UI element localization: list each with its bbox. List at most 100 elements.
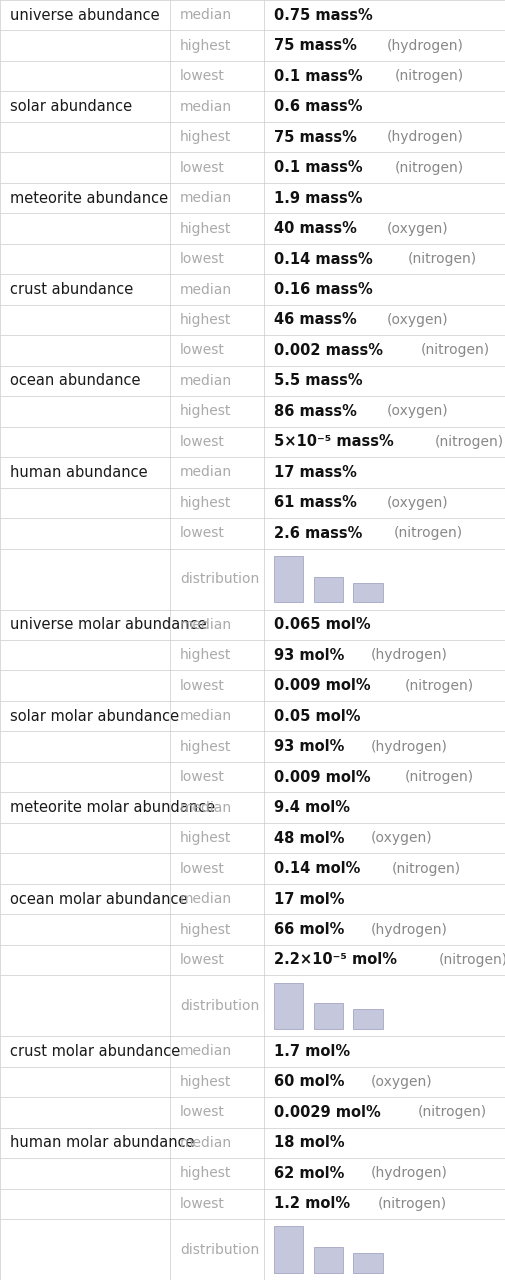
Text: 62 mol%: 62 mol% — [274, 1166, 344, 1181]
Text: 0.14 mol%: 0.14 mol% — [274, 861, 360, 876]
Text: median: median — [180, 191, 232, 205]
Text: median: median — [180, 800, 232, 814]
Text: (oxygen): (oxygen) — [386, 314, 447, 326]
Text: 0.009 mol%: 0.009 mol% — [274, 678, 370, 694]
Text: median: median — [180, 283, 232, 297]
Text: lowest: lowest — [180, 1197, 224, 1211]
Text: (nitrogen): (nitrogen) — [393, 160, 463, 174]
Text: 0.1 mass%: 0.1 mass% — [274, 69, 362, 83]
Text: universe abundance: universe abundance — [10, 8, 159, 23]
Text: lowest: lowest — [180, 69, 224, 83]
Text: lowest: lowest — [180, 954, 224, 966]
Text: median: median — [180, 892, 232, 906]
Text: highest: highest — [180, 923, 231, 937]
Text: (oxygen): (oxygen) — [370, 1075, 432, 1089]
Bar — [353, 582, 382, 602]
Text: 93 mol%: 93 mol% — [274, 648, 344, 663]
Text: crust abundance: crust abundance — [10, 282, 133, 297]
Text: highest: highest — [180, 1075, 231, 1089]
Text: 86 mass%: 86 mass% — [274, 404, 356, 419]
Text: lowest: lowest — [180, 861, 224, 876]
Text: highest: highest — [180, 38, 231, 52]
Text: (oxygen): (oxygen) — [386, 221, 447, 236]
Text: solar molar abundance: solar molar abundance — [10, 709, 179, 723]
Text: (nitrogen): (nitrogen) — [393, 69, 463, 83]
Text: 66 mol%: 66 mol% — [274, 922, 344, 937]
Text: 0.1 mass%: 0.1 mass% — [274, 160, 362, 175]
Bar — [313, 1247, 342, 1272]
Text: (nitrogen): (nitrogen) — [404, 678, 473, 692]
Bar — [313, 1004, 342, 1029]
Text: highest: highest — [180, 831, 231, 845]
Text: 1.9 mass%: 1.9 mass% — [274, 191, 362, 206]
Text: 61 mass%: 61 mass% — [274, 495, 356, 511]
Text: 17 mol%: 17 mol% — [274, 892, 344, 906]
Text: 93 mol%: 93 mol% — [274, 739, 344, 754]
Text: highest: highest — [180, 495, 231, 509]
Text: (nitrogen): (nitrogen) — [377, 1197, 446, 1211]
Text: distribution: distribution — [180, 572, 259, 586]
Text: highest: highest — [180, 404, 231, 419]
Text: (hydrogen): (hydrogen) — [370, 923, 447, 937]
Text: 0.002 mass%: 0.002 mass% — [274, 343, 382, 358]
Text: solar abundance: solar abundance — [10, 99, 132, 114]
Text: 0.16 mass%: 0.16 mass% — [274, 282, 372, 297]
Text: distribution: distribution — [180, 998, 259, 1012]
Text: 0.14 mass%: 0.14 mass% — [274, 252, 372, 266]
Text: 2.2×10⁻⁵ mol%: 2.2×10⁻⁵ mol% — [274, 952, 396, 968]
Text: 18 mol%: 18 mol% — [274, 1135, 344, 1151]
Text: distribution: distribution — [180, 1243, 259, 1257]
Text: 2.6 mass%: 2.6 mass% — [274, 526, 362, 541]
Text: human molar abundance: human molar abundance — [10, 1135, 194, 1151]
Text: median: median — [180, 1044, 232, 1059]
Text: (nitrogen): (nitrogen) — [407, 252, 476, 266]
Text: lowest: lowest — [180, 1106, 224, 1120]
Text: (nitrogen): (nitrogen) — [404, 771, 473, 785]
Text: 40 mass%: 40 mass% — [274, 221, 356, 236]
Text: (nitrogen): (nitrogen) — [438, 954, 505, 966]
Text: (oxygen): (oxygen) — [386, 495, 447, 509]
Text: highest: highest — [180, 740, 231, 754]
Text: 0.0029 mol%: 0.0029 mol% — [274, 1105, 380, 1120]
Text: lowest: lowest — [180, 343, 224, 357]
Text: 5×10⁻⁵ mass%: 5×10⁻⁵ mass% — [274, 434, 393, 449]
Text: (hydrogen): (hydrogen) — [370, 648, 447, 662]
Text: (nitrogen): (nitrogen) — [393, 526, 462, 540]
Text: median: median — [180, 466, 232, 480]
Text: median: median — [180, 1135, 232, 1149]
Text: 48 mol%: 48 mol% — [274, 831, 344, 846]
Text: 60 mol%: 60 mol% — [274, 1074, 344, 1089]
Text: (hydrogen): (hydrogen) — [386, 38, 463, 52]
Text: lowest: lowest — [180, 252, 224, 266]
Bar — [274, 1226, 303, 1272]
Text: lowest: lowest — [180, 678, 224, 692]
Text: median: median — [180, 100, 232, 114]
Bar — [353, 1010, 382, 1029]
Text: 75 mass%: 75 mass% — [274, 38, 356, 54]
Bar — [274, 983, 303, 1029]
Text: 0.75 mass%: 0.75 mass% — [274, 8, 372, 23]
Text: 0.6 mass%: 0.6 mass% — [274, 99, 362, 114]
Text: lowest: lowest — [180, 526, 224, 540]
Text: ocean molar abundance: ocean molar abundance — [10, 892, 187, 906]
Text: (nitrogen): (nitrogen) — [391, 861, 460, 876]
Text: 46 mass%: 46 mass% — [274, 312, 356, 328]
Text: 0.065 mol%: 0.065 mol% — [274, 617, 370, 632]
Text: lowest: lowest — [180, 771, 224, 785]
Text: (oxygen): (oxygen) — [370, 831, 432, 845]
Text: 1.7 mol%: 1.7 mol% — [274, 1044, 349, 1059]
Text: 9.4 mol%: 9.4 mol% — [274, 800, 349, 815]
Text: (nitrogen): (nitrogen) — [417, 1106, 486, 1120]
Text: (nitrogen): (nitrogen) — [420, 343, 489, 357]
Text: lowest: lowest — [180, 160, 224, 174]
Bar — [274, 556, 303, 602]
Text: (hydrogen): (hydrogen) — [370, 740, 447, 754]
Text: (nitrogen): (nitrogen) — [434, 435, 502, 449]
Text: lowest: lowest — [180, 435, 224, 449]
Text: ocean abundance: ocean abundance — [10, 374, 140, 388]
Text: 17 mass%: 17 mass% — [274, 465, 356, 480]
Text: 0.05 mol%: 0.05 mol% — [274, 709, 360, 723]
Text: (hydrogen): (hydrogen) — [386, 131, 463, 145]
Text: crust molar abundance: crust molar abundance — [10, 1044, 180, 1059]
Text: 75 mass%: 75 mass% — [274, 129, 356, 145]
